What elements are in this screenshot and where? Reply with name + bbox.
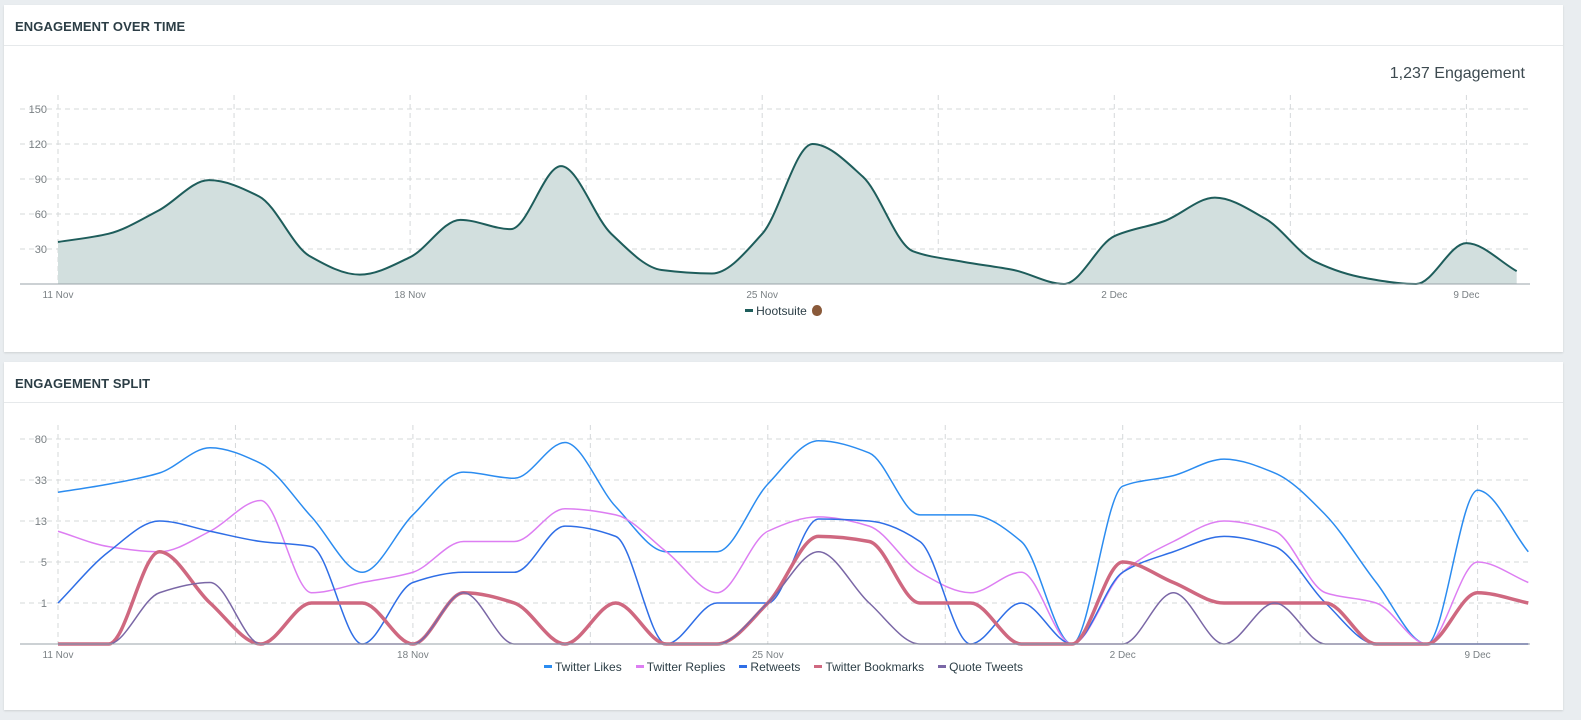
legend-label: Twitter Likes [555, 660, 622, 674]
y-tick-label: 90 [35, 174, 47, 186]
retweets-line [57, 518, 1529, 645]
x-tick-label: 11 Nov [43, 290, 74, 301]
y-tick-label: 60 [35, 209, 47, 221]
x-tick-label: 25 Nov [746, 290, 778, 301]
hootsuite-line [57, 143, 1518, 285]
card-title: ENGAGEMENT OVER TIME [4, 5, 1563, 46]
engagement-over-time-card: ENGAGEMENT OVER TIME 1,237 Engagement 30… [4, 5, 1563, 352]
total-engagement: 1,237 Engagement [1389, 65, 1525, 82]
x-tick-label: 11 Nov [43, 650, 74, 661]
x-tick-label: 9 Dec [1453, 290, 1479, 301]
legend-item-twitter-bookmarks[interactable]: Twitter Bookmarks [814, 660, 924, 674]
engagement-area-chart: 30 60 90 120 150 11 Nov 18 Nov 25 Nov 2 Dec 9 Dec [20, 95, 1530, 301]
y-tick-label: 33 [35, 475, 47, 487]
legend-label: Twitter Bookmarks [825, 660, 925, 674]
y-tick-label: 5 [41, 557, 47, 569]
legend-label: Quote Tweets [949, 660, 1023, 674]
x-tick-label: 2 Dec [1110, 650, 1136, 661]
card-title: ENGAGEMENT SPLIT [4, 362, 1563, 403]
legend-swatch [745, 309, 754, 313]
x-tick-label: 18 Nov [397, 650, 429, 661]
legend-item-retweets[interactable]: Retweets [739, 660, 800, 674]
legend-swatch [814, 665, 823, 669]
x-tick-label: 9 Dec [1465, 650, 1491, 661]
chart-legend: Hootsuite [4, 304, 1563, 318]
legend-swatch [635, 665, 644, 669]
chart-legend: Twitter Likes Twitter Replies Retweets Twit… [4, 660, 1563, 674]
legend-swatch [739, 665, 748, 669]
y-tick-label: 1 [41, 598, 47, 610]
legend-swatch [938, 665, 947, 669]
y-tick-label: 30 [35, 244, 47, 256]
legend-label: Retweets [750, 660, 801, 674]
legend-item-twitter-replies[interactable]: Twitter Replies [635, 660, 726, 674]
x-tick-label: 25 Nov [752, 650, 784, 661]
engagement-split-line-chart: 1 5 13 33 80 11 Nov 18 Nov 25 Nov 2 Dec 9 Dec [20, 425, 1530, 661]
legend-label: Twitter Replies [646, 660, 726, 674]
y-tick-label: 13 [35, 516, 47, 528]
twitter-replies-line [57, 499, 1529, 645]
twitter-bookmarks-line [57, 534, 1529, 646]
legend-item-hootsuite[interactable]: Hootsuite [745, 304, 822, 318]
legend-item-quote-tweets[interactable]: Quote Tweets [938, 660, 1023, 674]
legend-swatch [544, 665, 553, 669]
owl-icon [811, 305, 822, 317]
engagement-split-card: ENGAGEMENT SPLIT 1 5 13 33 80 11 Nov 18 Nov 25 … [4, 362, 1563, 710]
y-tick-label: 80 [35, 434, 47, 446]
x-tick-label: 2 Dec [1101, 290, 1127, 301]
y-tick-label: 150 [29, 104, 47, 116]
legend-label: Hootsuite [756, 304, 807, 318]
twitter-likes-line [57, 439, 1529, 645]
x-tick-label: 18 Nov [394, 290, 426, 301]
legend-item-twitter-likes[interactable]: Twitter Likes [544, 660, 622, 674]
y-tick-label: 120 [29, 139, 47, 151]
